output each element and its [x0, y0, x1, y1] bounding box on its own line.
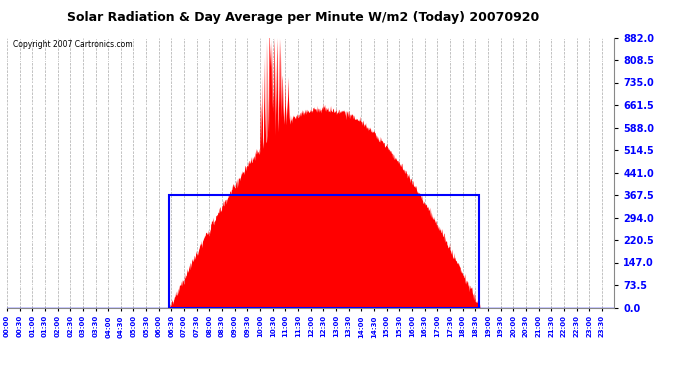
- Text: Solar Radiation & Day Average per Minute W/m2 (Today) 20070920: Solar Radiation & Day Average per Minute…: [68, 11, 540, 24]
- Bar: [169, 195, 480, 308]
- Text: Copyright 2007 Cartronics.com: Copyright 2007 Cartronics.com: [13, 40, 132, 49]
